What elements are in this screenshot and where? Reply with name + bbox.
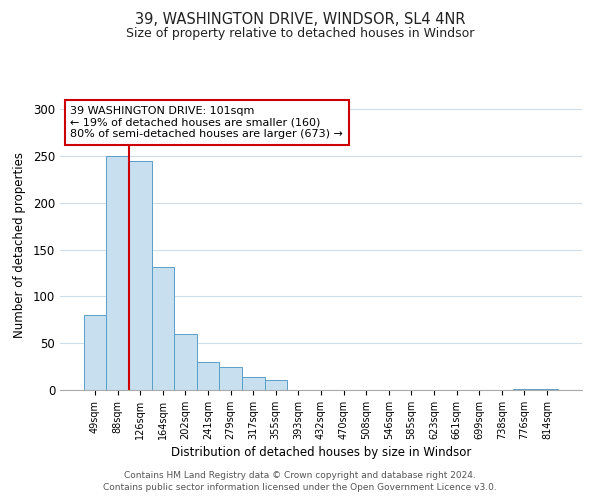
Text: Contains HM Land Registry data © Crown copyright and database right 2024.
Contai: Contains HM Land Registry data © Crown c… bbox=[103, 471, 497, 492]
Bar bbox=[536, 389, 558, 390]
X-axis label: Distribution of detached houses by size in Windsor: Distribution of detached houses by size … bbox=[171, 446, 471, 459]
Bar bbox=[220, 366, 242, 390]
Bar bbox=[265, 380, 287, 390]
Text: Size of property relative to detached houses in Windsor: Size of property relative to detached ho… bbox=[126, 28, 474, 40]
Bar bbox=[84, 315, 106, 390]
Text: 39 WASHINGTON DRIVE: 101sqm
← 19% of detached houses are smaller (160)
80% of se: 39 WASHINGTON DRIVE: 101sqm ← 19% of det… bbox=[70, 106, 343, 139]
Bar bbox=[152, 266, 174, 390]
Bar bbox=[174, 334, 197, 390]
Bar bbox=[197, 362, 220, 390]
Bar bbox=[242, 377, 265, 390]
Bar bbox=[129, 161, 152, 390]
Bar bbox=[513, 389, 536, 390]
Bar bbox=[106, 156, 129, 390]
Y-axis label: Number of detached properties: Number of detached properties bbox=[13, 152, 26, 338]
Text: 39, WASHINGTON DRIVE, WINDSOR, SL4 4NR: 39, WASHINGTON DRIVE, WINDSOR, SL4 4NR bbox=[135, 12, 465, 28]
